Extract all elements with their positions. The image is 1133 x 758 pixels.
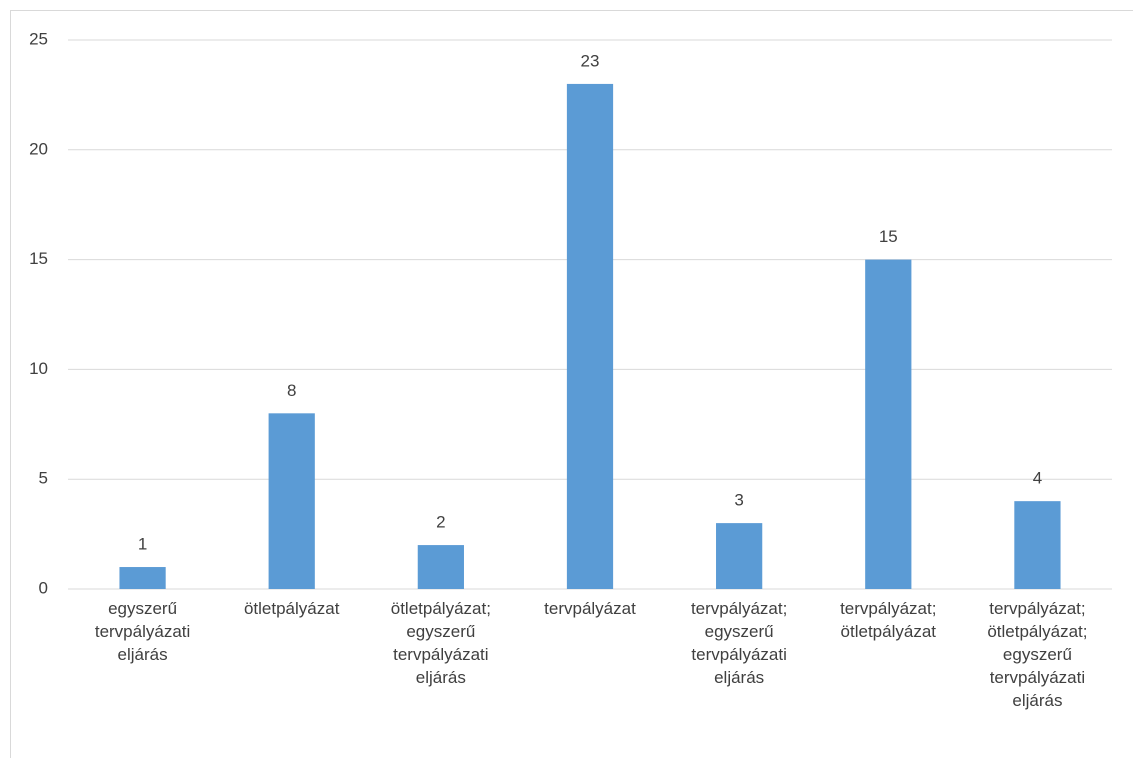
x-tick-label: tervpályázat; egyszerű tervpályázati elj… xyxy=(690,599,788,687)
data-label: 4 xyxy=(1033,469,1042,488)
y-tick-label: 10 xyxy=(29,359,48,378)
x-tick-label: tervpályázat; ötletpályázat; egyszerű te… xyxy=(987,599,1088,710)
data-label: 8 xyxy=(287,381,296,400)
x-tick-label: egyszerű tervpályázati eljárás xyxy=(94,599,191,664)
bar xyxy=(1014,501,1061,589)
data-label: 1 xyxy=(138,535,147,554)
chart-border xyxy=(10,10,1133,758)
bar xyxy=(865,259,912,589)
bar xyxy=(716,523,763,589)
data-label: 15 xyxy=(879,227,898,246)
x-tick-label: ötletpályázat; egyszerű tervpályázati el… xyxy=(390,599,491,687)
bar xyxy=(268,413,315,589)
data-label: 23 xyxy=(581,51,600,70)
x-tick-label: ötletpályázat xyxy=(243,599,340,618)
y-tick-label: 25 xyxy=(29,29,48,48)
bar xyxy=(119,567,166,589)
data-label: 3 xyxy=(734,491,743,510)
x-tick-label: tervpályázat xyxy=(544,599,636,618)
y-tick-label: 20 xyxy=(29,139,48,158)
x-tick-label: tervpályázat; ötletpályázat xyxy=(840,599,937,641)
y-tick-label: 15 xyxy=(29,249,48,268)
bar xyxy=(566,83,614,590)
bar xyxy=(417,545,464,589)
y-tick-label: 5 xyxy=(39,469,48,488)
data-label: 2 xyxy=(436,513,445,532)
y-tick-label: 0 xyxy=(39,578,48,597)
